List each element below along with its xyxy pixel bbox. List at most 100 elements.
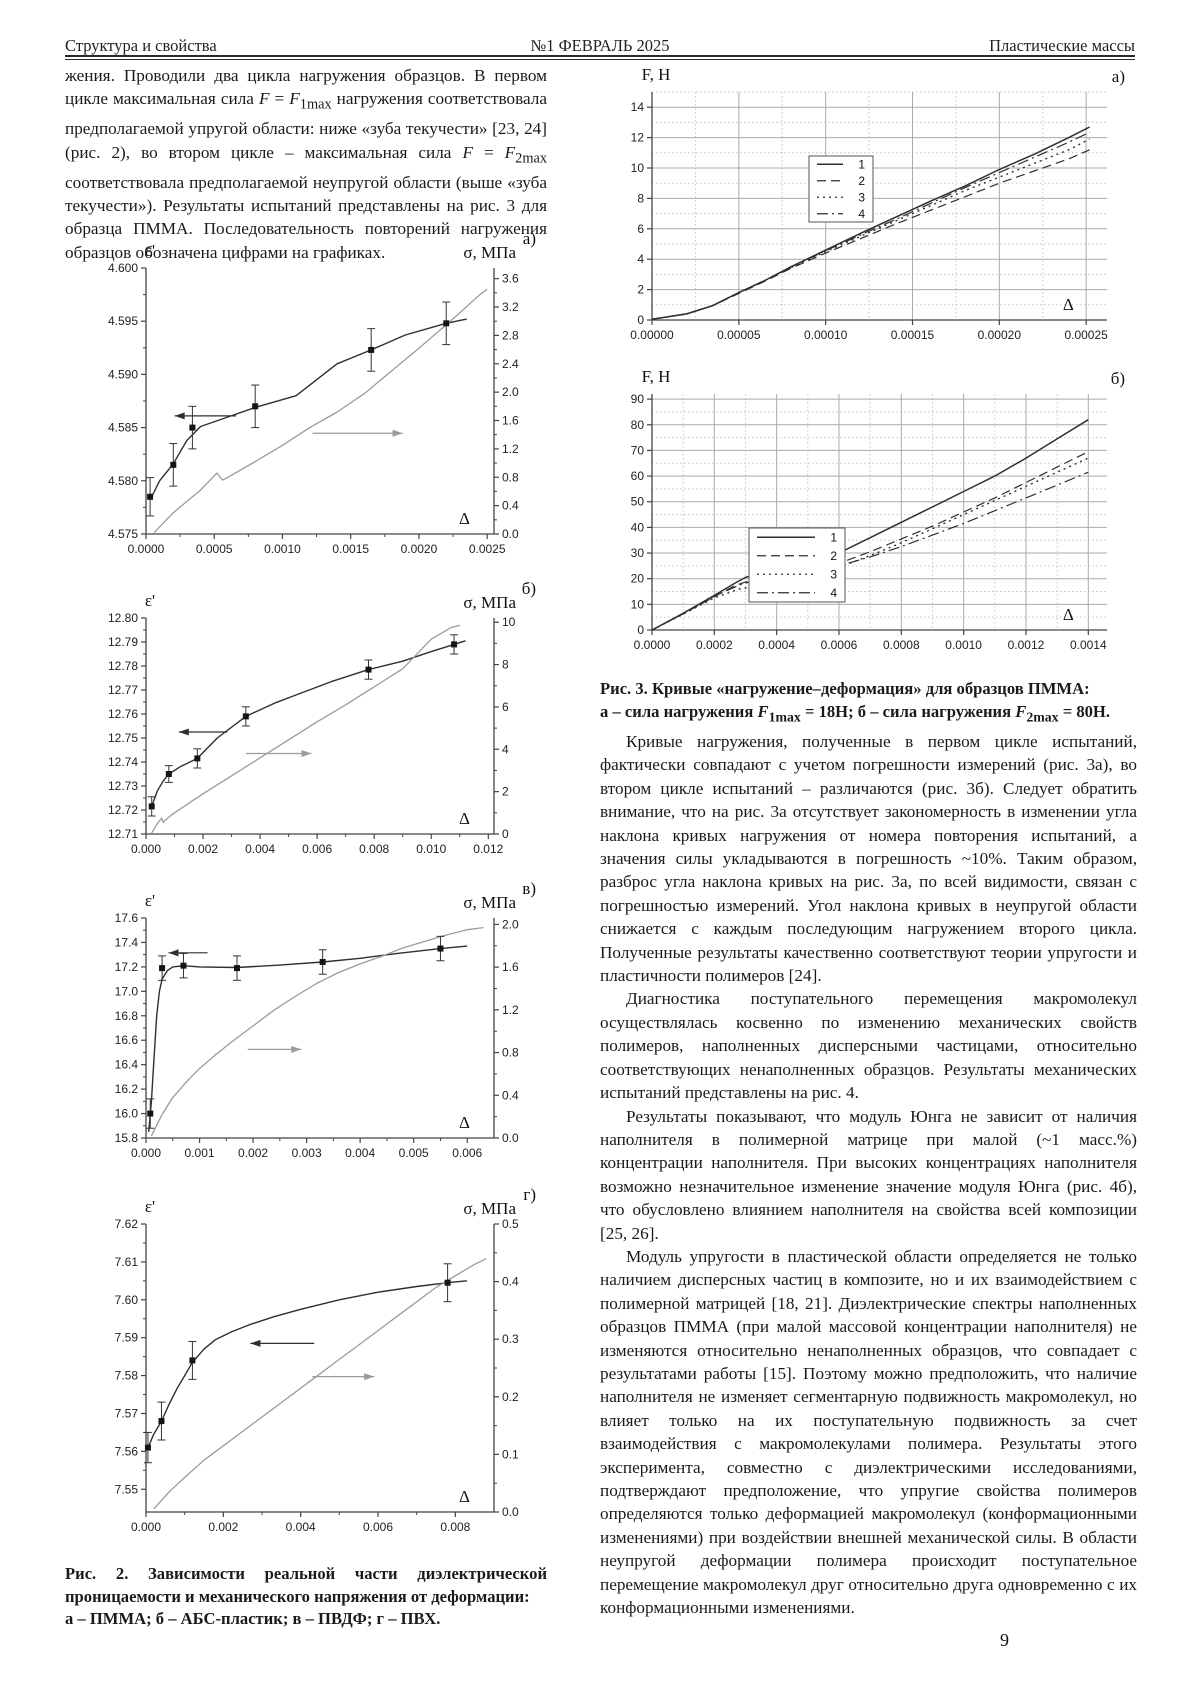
svg-text:7.56: 7.56: [115, 1444, 139, 1458]
svg-text:4.585: 4.585: [108, 421, 138, 435]
svg-text:7.59: 7.59: [115, 1331, 139, 1345]
svg-text:0.00010: 0.00010: [804, 328, 848, 342]
right-column-text: Кривые нагружения, полученные в первом ц…: [600, 730, 1137, 1619]
svg-text:0.0: 0.0: [502, 1131, 519, 1145]
svg-text:б): б): [522, 582, 536, 598]
fig3-caption-line1: Рис. 3. Кривые «нагружение–деформация» д…: [600, 679, 1090, 698]
fig3b-chart: 0 10 20 30 40 50 60 70 80 90 0.0000 0.0002 0.0004 0.0…: [600, 362, 1135, 674]
left-column-intro: жения. Проводили два цикла нагружения об…: [65, 64, 547, 264]
svg-text:0.1: 0.1: [502, 1447, 519, 1461]
svg-text:0.0: 0.0: [502, 1505, 519, 1519]
svg-text:0.0010: 0.0010: [264, 542, 301, 556]
svg-text:0.0002: 0.0002: [696, 638, 733, 652]
svg-text:0.0008: 0.0008: [883, 638, 920, 652]
svg-text:σ, МПа: σ, МПа: [463, 243, 516, 262]
svg-text:30: 30: [631, 546, 645, 560]
svg-text:4.595: 4.595: [108, 314, 138, 328]
svg-text:ε': ε': [145, 241, 155, 260]
svg-text:0.002: 0.002: [188, 842, 218, 856]
svg-text:12.75: 12.75: [108, 731, 138, 745]
svg-text:0.008: 0.008: [359, 842, 389, 856]
svg-text:в): в): [522, 882, 536, 898]
fig3a-cycle4-curve: [651, 131, 1090, 320]
svg-text:0.0014: 0.0014: [1070, 638, 1107, 652]
svg-text:σ, МПа: σ, МПа: [463, 1199, 516, 1218]
svg-text:0.00020: 0.00020: [978, 328, 1022, 342]
svg-text:0.006: 0.006: [302, 842, 332, 856]
svg-text:Δ: Δ: [459, 1113, 470, 1132]
svg-text:ε': ε': [145, 591, 155, 610]
svg-text:0.000: 0.000: [131, 1146, 161, 1160]
fig2g-epsilon-PVC-curve: [146, 1280, 467, 1450]
svg-text:0.006: 0.006: [452, 1146, 482, 1160]
svg-text:12.79: 12.79: [108, 635, 138, 649]
svg-text:Δ: Δ: [459, 509, 470, 528]
svg-text:σ, МПа: σ, МПа: [463, 893, 516, 912]
svg-text:80: 80: [631, 418, 645, 432]
header-double-rule: [65, 55, 1135, 60]
svg-text:4: 4: [830, 586, 837, 600]
svg-text:0: 0: [637, 313, 644, 327]
svg-text:2: 2: [830, 549, 837, 563]
svg-text:50: 50: [631, 495, 645, 509]
svg-text:0.004: 0.004: [245, 842, 275, 856]
fig2-caption-line1: Рис. 2. Зависимости реальной части диэле…: [65, 1564, 547, 1606]
svg-text:0.4: 0.4: [502, 1275, 519, 1289]
svg-text:2.0: 2.0: [502, 917, 519, 931]
svg-text:16.6: 16.6: [115, 1033, 139, 1047]
running-head-right: Пластические массы: [989, 36, 1135, 55]
svg-text:σ, МПа: σ, МПа: [463, 593, 516, 612]
svg-text:12.78: 12.78: [108, 659, 138, 673]
svg-text:1: 1: [858, 157, 865, 171]
intro-paragraph: жения. Проводили два цикла нагружения об…: [65, 66, 547, 262]
svg-text:0.3: 0.3: [502, 1332, 519, 1346]
fig2g-chart: 7.55 7.56 7.57 7.58 7.59 7.60 7.61 7.62 0.0 0.1 0.…: [88, 1185, 546, 1558]
svg-text:17.6: 17.6: [115, 911, 139, 925]
svg-text:0.012: 0.012: [473, 842, 503, 856]
svg-text:4.600: 4.600: [108, 261, 138, 275]
fig3a-chart: 0 2 4 6 8 10 12 14 0.00000 0.00005 0.00010 0.00015 0…: [600, 58, 1135, 360]
svg-text:8: 8: [637, 191, 644, 205]
svg-text:4: 4: [502, 742, 509, 756]
svg-text:7.58: 7.58: [115, 1369, 139, 1383]
svg-text:17.4: 17.4: [115, 935, 139, 949]
svg-text:0.004: 0.004: [286, 1520, 316, 1534]
fig2-caption-line2: а – ПММА; б – АБС-пластик; в – ПВДФ; г –…: [65, 1609, 441, 1628]
fig2v-epsilon-PVDF-curve: [148, 945, 468, 1132]
svg-text:7.62: 7.62: [115, 1217, 139, 1231]
svg-text:0.000: 0.000: [131, 842, 161, 856]
paragraph-4: Модуль упругости в пластической области …: [600, 1246, 1137, 1618]
paragraph-1: Кривые нагружения, полученные в первом ц…: [600, 732, 1137, 986]
svg-text:3: 3: [858, 190, 865, 204]
svg-text:12.74: 12.74: [108, 755, 138, 769]
fig3b-cycle4-curve: [651, 471, 1089, 631]
svg-text:0.0000: 0.0000: [634, 638, 671, 652]
svg-text:F, H: F, H: [642, 65, 671, 84]
svg-text:0.00005: 0.00005: [717, 328, 761, 342]
fig3-caption-line2: а – сила нагружения F1max = 18Н; б – сил…: [600, 701, 1110, 724]
fig2g-sigma-PVC-curve: [153, 1258, 487, 1510]
fig3-caption: Рис. 3. Кривые «нагружение–деформация» д…: [600, 678, 1137, 728]
svg-text:0: 0: [502, 827, 509, 841]
svg-text:14: 14: [631, 100, 645, 114]
svg-text:1.2: 1.2: [502, 1003, 519, 1017]
svg-text:16.2: 16.2: [115, 1082, 139, 1096]
svg-text:0.8: 0.8: [502, 470, 519, 484]
fig2a-chart: 4.575 4.580 4.585 4.590 4.595 4.600 0.0 0.4 0.8 1…: [88, 228, 546, 578]
svg-text:Δ: Δ: [459, 809, 470, 828]
svg-text:0: 0: [637, 623, 644, 637]
svg-text:0.00025: 0.00025: [1064, 328, 1108, 342]
svg-text:2: 2: [637, 283, 644, 297]
running-head-center: №1 ФЕВРАЛЬ 2025: [530, 36, 670, 55]
svg-text:12.76: 12.76: [108, 707, 138, 721]
svg-text:0.0006: 0.0006: [821, 638, 858, 652]
svg-text:2.8: 2.8: [502, 328, 519, 342]
svg-text:1.2: 1.2: [502, 442, 519, 456]
svg-text:0.2: 0.2: [502, 1390, 519, 1404]
svg-text:3.2: 3.2: [502, 300, 519, 314]
svg-text:ε': ε': [145, 1197, 155, 1216]
svg-text:0.00000: 0.00000: [630, 328, 674, 342]
svg-text:0.00015: 0.00015: [891, 328, 935, 342]
svg-text:0.002: 0.002: [208, 1520, 238, 1534]
